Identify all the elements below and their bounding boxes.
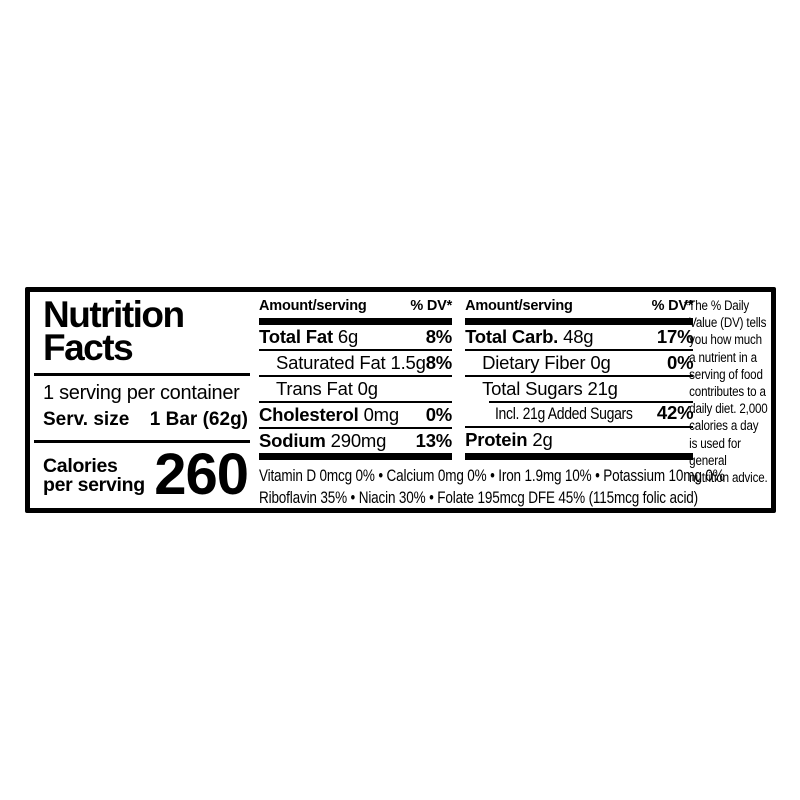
nutrient-amount: 21g [587, 378, 618, 399]
nutrient-dv: 0% [425, 404, 453, 425]
divider-rule [34, 440, 250, 443]
nutrient-dv: 8% [425, 352, 453, 373]
row-total-fat: Total Fat 6g 8% [259, 325, 452, 349]
row-dietary-fiber: Dietary Fiber 0g 0% [465, 349, 694, 375]
nutrient-amount: 2g [532, 429, 553, 450]
row-added-sugars: Incl. 21g Added Sugars 42% [465, 401, 694, 426]
calories-value: 260 [154, 442, 249, 507]
calories-row: Calories per serving 260 [43, 442, 249, 507]
calories-label-line-1: Calories [43, 455, 118, 477]
nutrition-facts-title: Nutrition Facts [43, 294, 248, 368]
nutrient-dv: 13% [415, 430, 453, 451]
nutrient-column-2: Amount/serving % DV* Total Carb. 48g 17% … [465, 296, 694, 460]
nutrient-amount: 0g [590, 352, 611, 373]
serving-size-label: Serv. size [43, 409, 130, 430]
nutrient-name: Total Carb. [465, 326, 559, 347]
servings-per-container: 1 serving per container [43, 382, 240, 404]
nutrition-facts-left-panel: Nutrition Facts 1 serving per container … [30, 292, 252, 508]
nutrient-name: Protein [465, 429, 528, 450]
divider-rule [34, 373, 250, 376]
nutrient-amount: 0mg [363, 404, 400, 425]
nutrient-name: Sodium [259, 430, 326, 451]
dv-header: % DV* [651, 298, 694, 314]
daily-value-footnote-text: *The % Daily Value (DV) tells you how mu… [684, 298, 768, 486]
nutrient-amount: 1.5g [390, 352, 426, 373]
title-line-1: Nutrition [43, 294, 185, 335]
micronutrients-section: Vitamin D 0mcg 0% • Calcium 0mg 0% • Iro… [259, 466, 725, 509]
nutrient-column-1: Amount/serving % DV* Total Fat 6g 8% Satu… [259, 296, 452, 460]
nutrient-name: Incl. 21g Added Sugars [495, 405, 633, 423]
nutrient-name: Saturated Fat [276, 352, 386, 373]
serving-size-value: 1 Bar (62g) [149, 409, 248, 430]
nutrient-dv: 17% [656, 326, 694, 347]
nutrient-tables: Amount/serving % DV* Total Fat 6g 8% Satu… [259, 292, 725, 509]
calories-label: Calories per serving [43, 452, 145, 494]
micronutrients-line-2: Riboflavin 35% • Niacin 30% • Folate 195… [259, 488, 699, 507]
nutrient-name: Total Sugars [482, 378, 583, 399]
column-2-header: Amount/serving % DV* [465, 296, 694, 325]
row-total-sugars: Total Sugars 21g [465, 375, 694, 401]
row-saturated-fat: Saturated Fat 1.5g 8% [259, 349, 452, 375]
nutrient-dv: 8% [425, 326, 453, 347]
row-protein: Protein 2g [465, 426, 694, 452]
nutrient-columns: Amount/serving % DV* Total Fat 6g 8% Satu… [259, 296, 694, 460]
nutrient-amount: 48g [563, 326, 594, 347]
nutrient-amount: 0g [357, 378, 378, 399]
row-total-carb: Total Carb. 48g 17% [465, 325, 693, 349]
title-line-2: Facts [43, 327, 134, 368]
row-sodium: Sodium 290mg 13% [259, 427, 452, 453]
dv-header: % DV* [410, 298, 453, 314]
column-1-header: Amount/serving % DV* [259, 296, 452, 325]
daily-value-footnote: *The % Daily Value (DV) tells you how mu… [674, 292, 771, 508]
micronutrients-line-1: Vitamin D 0mcg 0% • Calcium 0mg 0% • Iro… [259, 467, 725, 485]
calories-label-line-2: per serving [43, 473, 145, 496]
row-cholesterol: Cholesterol 0mg 0% [259, 401, 452, 427]
nutrient-name: Total Fat [259, 326, 333, 347]
nutrient-amount: 290mg [330, 430, 387, 451]
amount-serving-header: Amount/serving [259, 298, 367, 314]
nutrient-amount: 6g [337, 326, 359, 347]
nutrient-dv: 0% [666, 352, 694, 373]
nutrient-name: Trans Fat [276, 378, 353, 399]
row-trans-fat: Trans Fat 0g [259, 375, 453, 401]
nutrient-name: Cholesterol [259, 404, 359, 425]
nutrient-dv: 42% [656, 402, 694, 423]
nutrition-facts-label: Nutrition Facts 1 serving per container … [25, 287, 776, 513]
nutrient-name: Dietary Fiber [482, 352, 586, 373]
serving-size-row: Serv. size 1 Bar (62g) [43, 409, 248, 431]
amount-serving-header: Amount/serving [465, 298, 573, 314]
